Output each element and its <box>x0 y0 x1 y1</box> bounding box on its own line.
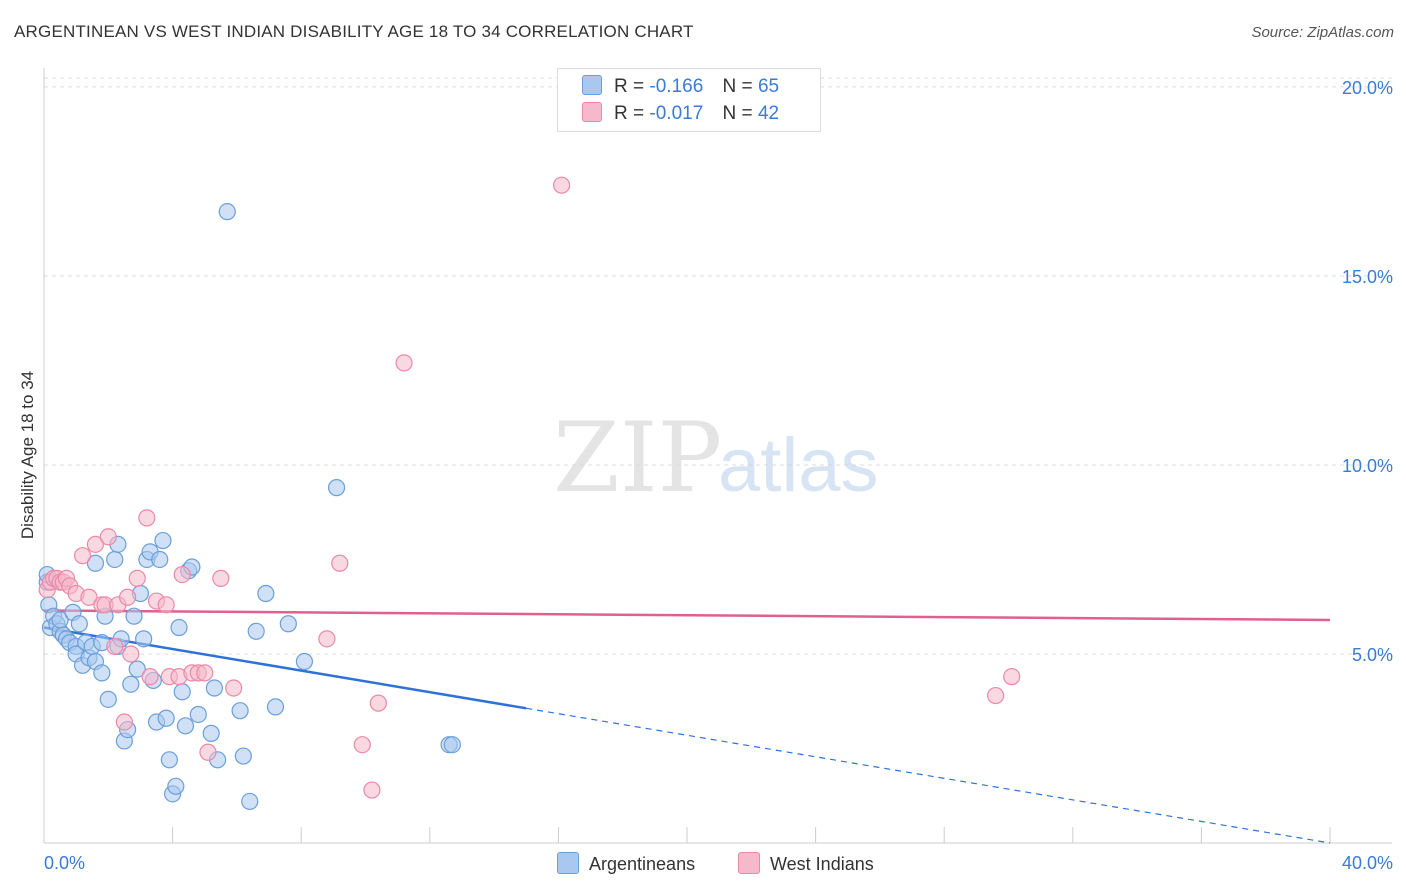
argentinean-point <box>241 792 259 811</box>
source-note: Source: ZipAtlas.com <box>1251 24 1394 41</box>
legend-n-value: 42 <box>757 103 780 124</box>
west-indian-point <box>395 354 413 372</box>
west-indian-point <box>128 569 146 587</box>
y-tick-label: 5.0% <box>1352 645 1393 665</box>
argentinean-point <box>257 584 275 603</box>
west-indian-point <box>1003 668 1021 686</box>
tick-labels: 5.0% 10.0% 15.0% 20.0% 0.0% 40.0% <box>44 78 1393 873</box>
argentinean-point <box>247 622 265 640</box>
argentinean-point <box>189 705 207 724</box>
bottom-legend-label: West Indians <box>770 854 874 874</box>
argentinean-point <box>295 652 314 671</box>
legend-r-label: R = <box>614 103 645 124</box>
legend-r-value: -0.166 <box>649 76 704 97</box>
argentinean-point <box>99 690 117 708</box>
argentinean-point <box>125 607 143 625</box>
west-indian-point <box>157 596 175 614</box>
argentinean-point <box>327 479 346 497</box>
argentinean-point <box>170 618 188 637</box>
west-indian-point <box>212 569 230 587</box>
west-indian-point <box>115 713 133 731</box>
west-indian-point <box>331 554 349 572</box>
argentinean-point <box>135 630 153 648</box>
west-indian-trend-line <box>43 609 1331 622</box>
x-tick-label: 40.0% <box>1342 853 1393 873</box>
watermark-atlas: atlas <box>718 423 879 508</box>
y-tick-label: 10.0% <box>1342 456 1393 476</box>
west-indian-point <box>73 547 92 565</box>
y-axis-label: Disability Age 18 to 34 <box>18 370 37 540</box>
argentinean-point <box>279 615 297 633</box>
west-indian-point <box>138 509 156 527</box>
chart-title: ARGENTINEAN VS WEST INDIAN DISABILITY AG… <box>14 22 694 41</box>
west-indian-point <box>353 736 371 754</box>
argentinean-trend-extension <box>526 707 1331 844</box>
argentinean-point <box>218 203 236 221</box>
bottom-legend-label: Argentineans <box>589 854 696 874</box>
legend-n-value: 65 <box>757 76 780 97</box>
y-tick-label: 15.0% <box>1342 267 1393 287</box>
west-indian-point <box>225 679 243 697</box>
west-indian-point <box>173 565 191 584</box>
argentinean-point <box>231 702 249 720</box>
west-indian-point <box>118 588 137 606</box>
argentinean-point <box>266 698 285 716</box>
west-indian-point <box>196 664 214 682</box>
argentinean-point <box>205 679 223 697</box>
legend-swatch-pink <box>738 852 760 874</box>
axes <box>43 68 1392 844</box>
argentinean-point <box>443 736 461 754</box>
argentinean-point <box>86 554 105 572</box>
argentinean-point <box>160 751 178 769</box>
argentinean-point <box>151 550 169 569</box>
argentinean-point <box>154 531 172 550</box>
legend-swatch-blue <box>582 75 602 95</box>
bottom-legend-argentineans: Argentineans <box>557 852 695 875</box>
argentinean-point <box>173 683 191 701</box>
legend-n-label: N = <box>722 103 753 124</box>
west-indian-point <box>987 686 1005 705</box>
data-points <box>38 176 1021 811</box>
legend-row-west-indians: R = -0.017 N = 42 <box>582 102 779 126</box>
west-indian-point <box>122 645 140 663</box>
argentinean-point <box>234 747 252 765</box>
legend-swatch-pink <box>582 102 602 122</box>
argentinean-point <box>157 709 175 727</box>
argentinean-point <box>167 777 185 795</box>
correlation-legend: R = -0.166 N = 65 R = -0.017 N = 42 <box>557 68 821 132</box>
grid-lines <box>44 77 1392 655</box>
argentinean-point <box>202 724 220 742</box>
legend-row-argentineans: R = -0.166 N = 65 <box>582 75 779 99</box>
west-indian-point <box>318 630 336 648</box>
legend-swatch-blue <box>557 852 579 874</box>
west-indian-point <box>363 781 381 799</box>
argentinean-point <box>176 717 195 735</box>
y-tick-label: 20.0% <box>1342 78 1393 98</box>
argentinean-point <box>128 660 146 678</box>
argentinean-point <box>122 675 140 693</box>
x-tick-label: 0.0% <box>44 853 85 873</box>
west-indian-point <box>199 743 217 761</box>
west-indian-point <box>86 535 105 553</box>
west-indian-point <box>369 694 387 712</box>
bottom-legend-west-indians: West Indians <box>738 852 874 875</box>
trend-lines <box>43 609 1331 844</box>
argentinean-point <box>70 615 88 633</box>
west-indian-point <box>141 668 159 686</box>
argentinean-point <box>106 550 124 569</box>
west-indian-point <box>80 588 98 606</box>
watermark-zip: ZIP <box>553 402 722 514</box>
legend-r-value: -0.017 <box>649 103 704 124</box>
west-indian-point <box>106 637 124 656</box>
legend-r-label: R = <box>614 76 645 97</box>
west-indian-point <box>99 528 117 546</box>
argentinean-point <box>93 664 111 682</box>
west-indian-point <box>553 176 571 194</box>
legend-n-label: N = <box>722 76 753 97</box>
